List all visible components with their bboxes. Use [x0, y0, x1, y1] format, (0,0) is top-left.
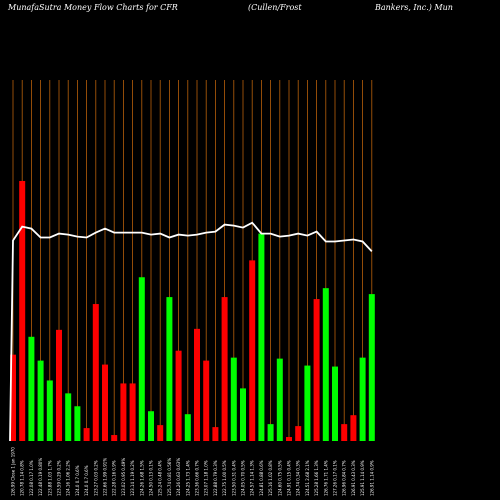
money-flow-bar	[350, 415, 357, 441]
money-flow-bar	[56, 329, 62, 441]
chart-title: MunafaSutra Money Flow Charts for CFR	[8, 3, 178, 12]
x-tick-label: 124.26 0.63 0.63%	[176, 458, 181, 496]
money-flow-bar	[92, 304, 99, 441]
x-tick-label: 123.88 1.03 1.7%	[47, 460, 52, 496]
x-tick-label: 124.0 0.7 0.6%	[84, 465, 89, 496]
money-flow-bar	[212, 427, 219, 441]
money-flow-bar	[111, 435, 118, 441]
x-tick-label: 123.07 1.18 1.0%	[204, 460, 209, 496]
price-line	[9, 221, 373, 442]
money-flow-bar	[258, 233, 265, 441]
x-tick-label: 124.57 1.14 1.3%	[250, 460, 255, 496]
money-flow-bar	[102, 364, 108, 441]
money-flow-bar	[194, 328, 200, 441]
money-flow-bar	[368, 294, 375, 441]
money-flow-bar	[230, 357, 237, 441]
money-flow-bar	[46, 380, 53, 441]
money-flow-bar	[166, 297, 173, 441]
x-tick-label: 125.24 0.48 0.4%	[158, 460, 163, 496]
x-tick-label: 122.88 0.79 0.3%	[213, 460, 218, 496]
money-flow-bar	[304, 365, 311, 441]
x-tick-label: 124.60 0.75 0.5%	[277, 460, 282, 496]
x-tick-label: 126.99 Close 1 Jan 1970	[11, 447, 16, 496]
x-tick-label: 123.14 1.19 0.2%	[130, 460, 135, 496]
money-flow-bar	[157, 425, 164, 441]
x-tick-label: 126.91 0.43 0.3%	[351, 460, 356, 496]
money-flow-bar	[129, 383, 136, 441]
x-tick-label: 124.74 0.34 0.3%	[296, 460, 301, 496]
x-tick-label: 122.75 1.00 0.5%	[222, 460, 227, 496]
money-flow-bar	[359, 357, 366, 441]
money-flow-bar	[148, 411, 154, 441]
x-tick-label: 124.0 0.7 0.6%	[75, 465, 80, 496]
x-tick-label: 125.16 1.02 0.8%	[268, 460, 273, 496]
money-flow-bar	[28, 336, 35, 441]
chart-title-company: (Cullen/Frost	[248, 3, 302, 12]
money-flow-bar	[267, 424, 274, 441]
x-tick-label: 124.05 0.70 0.5%	[241, 460, 246, 496]
money-flow-bar	[120, 383, 127, 441]
money-flow-bar	[286, 437, 292, 441]
money-flow-bar	[203, 360, 210, 441]
x-tick-label: 124.50 0.13 0.1%	[149, 460, 154, 496]
x-tick-label: 123.59 0.29 0.2%	[57, 460, 62, 496]
x-tick-label: 122.28 0.16 0.9%	[112, 460, 117, 496]
money-flow-bar	[138, 277, 145, 441]
money-flow-bar	[276, 358, 283, 441]
x-tick-label: 123.02 0.95 0.49%	[121, 458, 126, 496]
x-tick-label: 120.78 1.14 0.8%	[20, 460, 25, 496]
money-flow-bar	[37, 360, 44, 441]
money-flow-bar	[332, 366, 338, 441]
money-flow-bar	[184, 414, 191, 441]
x-tick-label: 122.66 1.99 0.91%	[103, 458, 108, 496]
money-flow-bar	[175, 350, 182, 441]
x-tick-label: 124.81 0.88 0.6%	[259, 460, 264, 496]
x-tick-label: 126.91 1.14 0.9%	[369, 460, 374, 496]
money-flow-bar	[10, 354, 16, 441]
money-flow-bar	[341, 424, 348, 441]
x-tick-label: 124.25 1.73 1.4%	[185, 460, 190, 496]
x-tick-label: 125.28 1.66 1.3%	[314, 460, 319, 496]
money-flow-bar	[83, 428, 90, 441]
money-flow-bar	[221, 297, 228, 441]
x-tick-label: 123.50 0.31 0.4%	[231, 460, 236, 496]
x-tick-label: 122.08 0.17 1.0%	[29, 460, 34, 496]
money-flow-bar	[322, 288, 329, 441]
money-flow-bar	[313, 299, 320, 441]
x-tick-label: 125.91 1.14 0.9%	[360, 460, 365, 496]
x-tick-label: 124.91 0.15 0.4%	[287, 460, 292, 496]
x-tick-label: 124.16 1.06 2.2%	[66, 460, 71, 496]
x-tick-label: 123.36 0.66 0.7%	[195, 460, 200, 496]
x-tick-label: 127.26 0.17 0.1%	[333, 460, 338, 496]
x-tick-label: 124.51 2.68 2.1%	[305, 460, 310, 496]
x-tick-label: 124.26 1.68 1.5%	[139, 460, 144, 496]
x-tick-label: 125.74 0.81 0.56%	[167, 458, 172, 496]
money-flow-bar	[65, 393, 72, 441]
x-tick-label: 123.27 0.03 0.2%	[93, 460, 98, 496]
x-tick-label: 122.48 0.19 0.80%	[38, 458, 43, 496]
money-flow-bar	[74, 406, 81, 441]
money-flow-bar	[240, 388, 246, 441]
money-flow-bar	[249, 260, 256, 441]
x-tick-label: 126.76 1.71 1.4%	[323, 460, 328, 496]
money-flow-bar	[19, 180, 26, 441]
chart-title-company-cont: Bankers, Inc.) Mun	[375, 3, 453, 12]
money-flow-bar	[295, 426, 302, 441]
x-tick-label: 126.96 0.84 0.7%	[342, 460, 347, 496]
